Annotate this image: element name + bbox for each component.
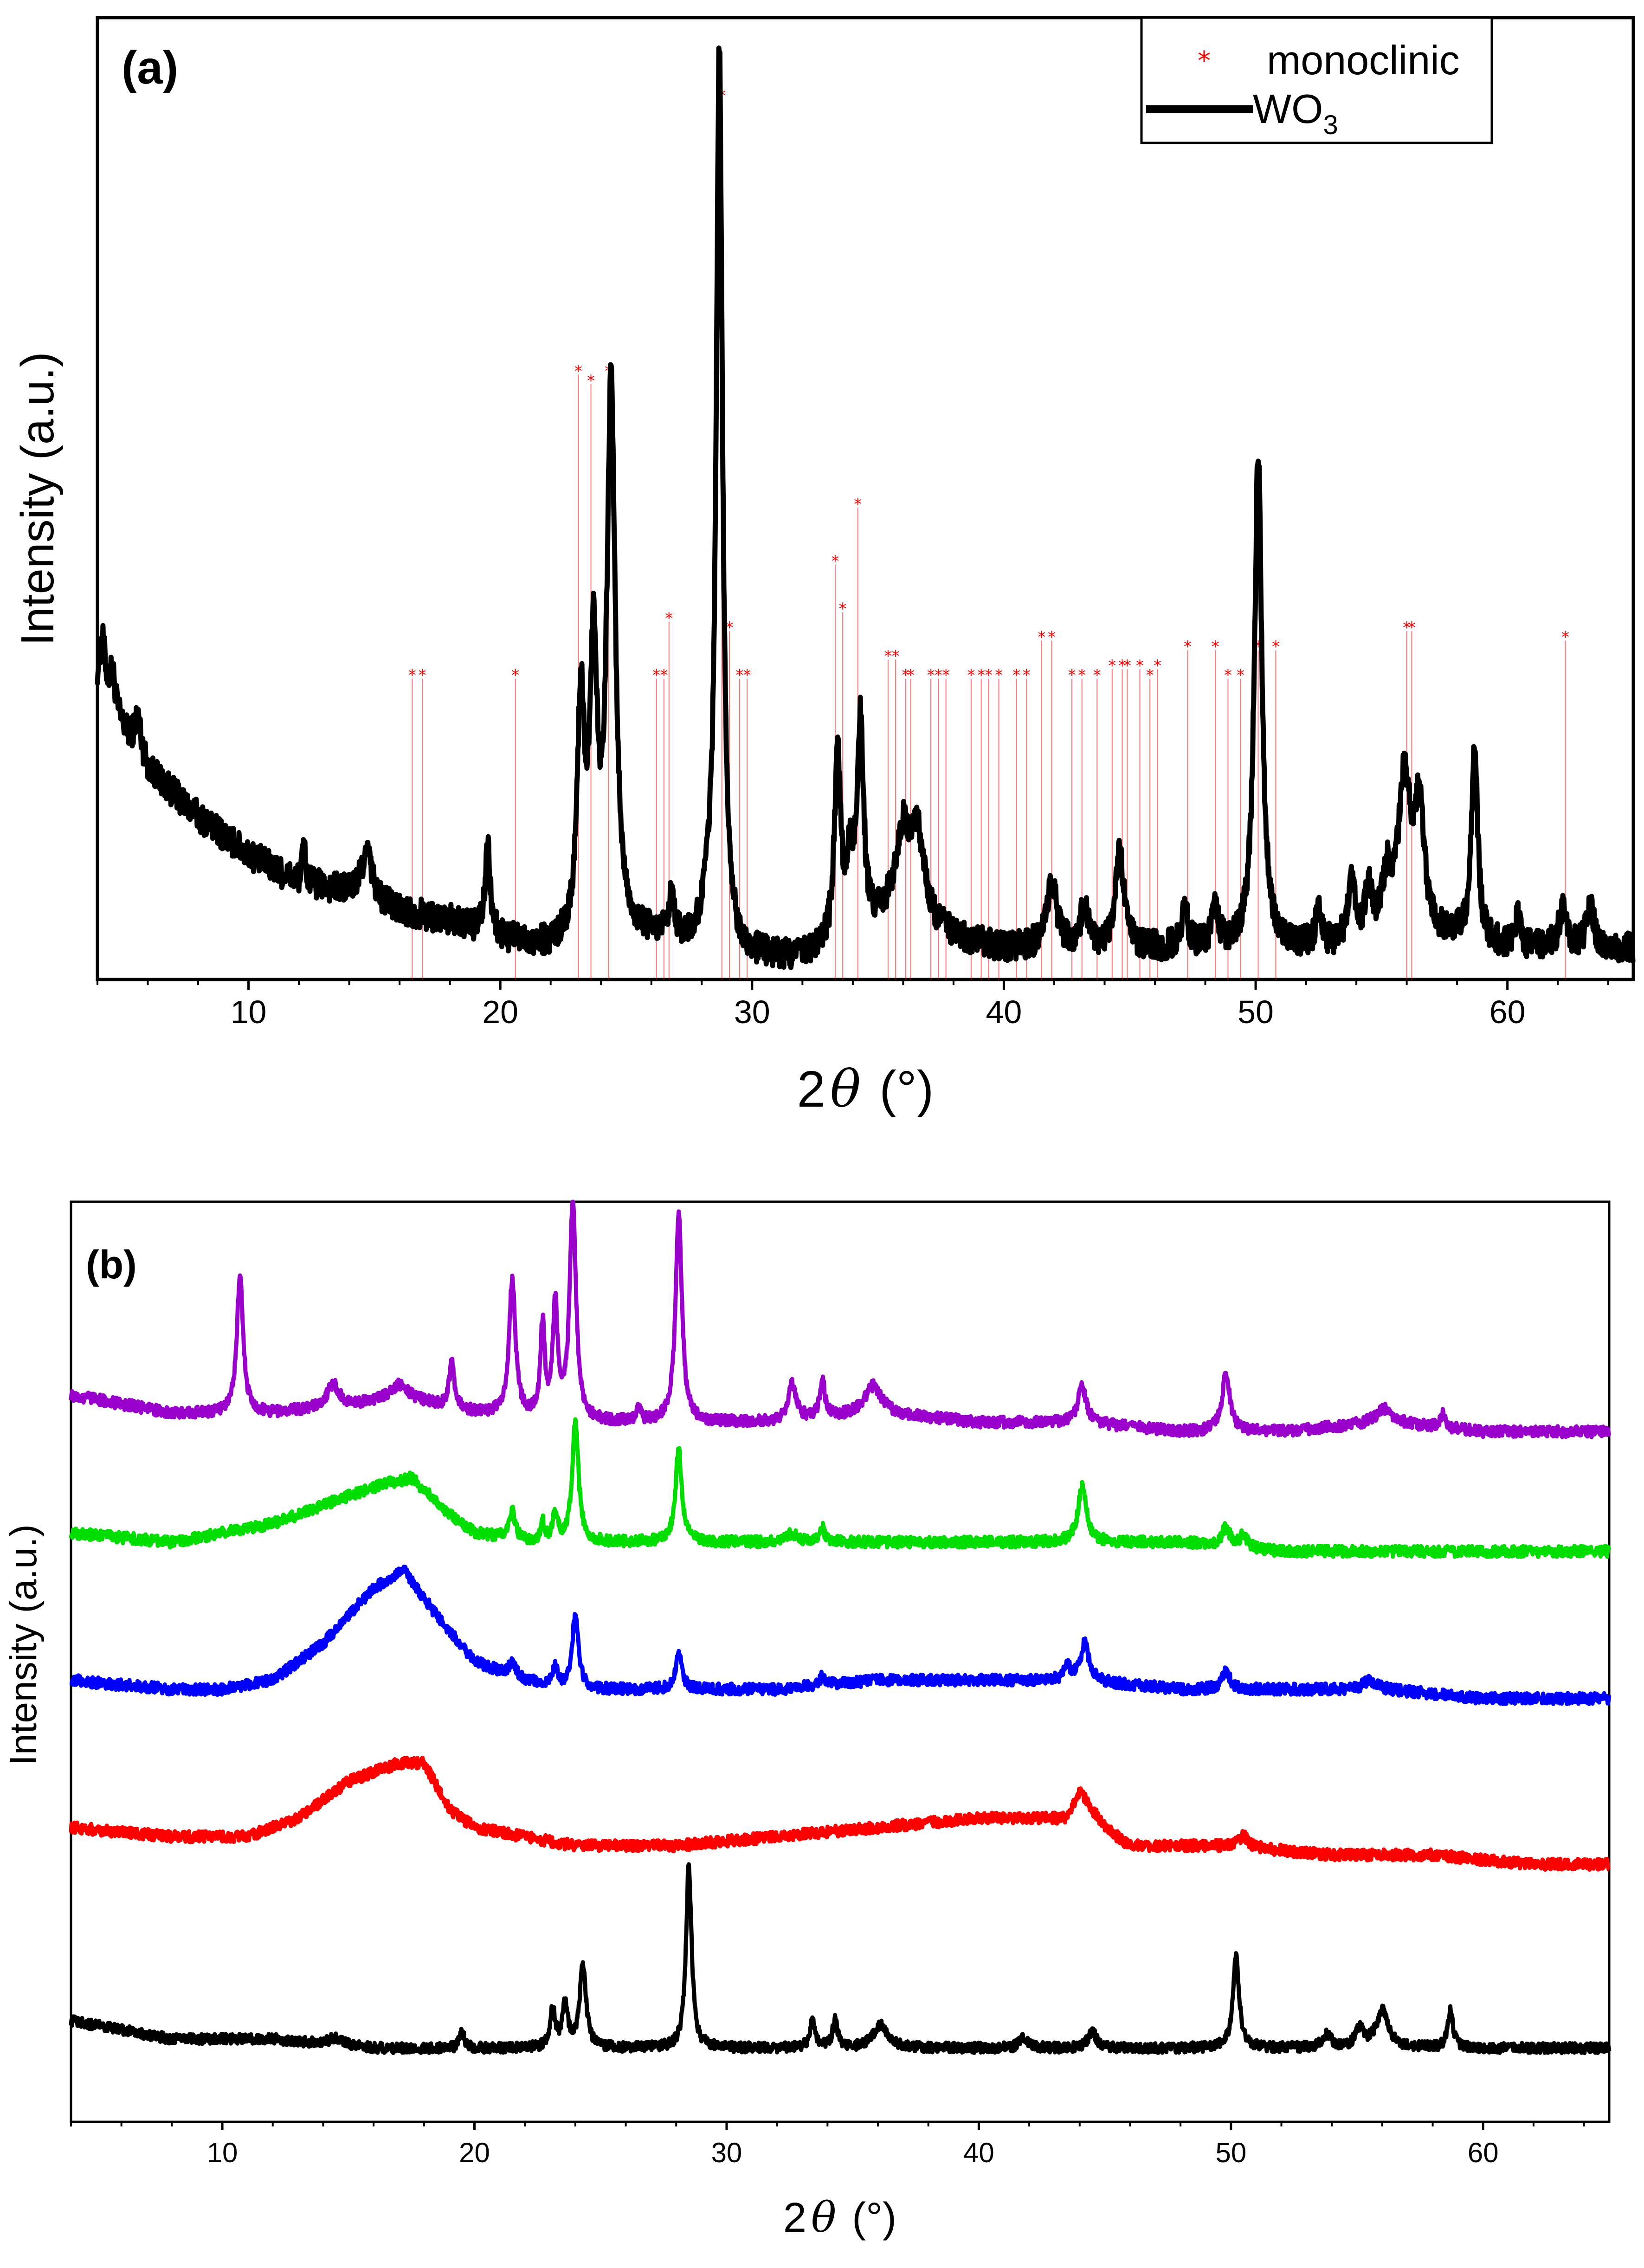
monoclinic-reference-marker: * <box>665 609 673 628</box>
monoclinic-reference-marker: * <box>743 666 751 685</box>
monoclinic-reference-marker: * <box>902 666 909 685</box>
series-WO3 <box>95 45 1636 970</box>
monoclinic-reference-marker: * <box>907 666 915 685</box>
series-black <box>69 1862 1612 2055</box>
x-tick-label: 20 <box>459 2137 490 2168</box>
monoclinic-reference-marker: * <box>1108 657 1116 675</box>
panel-b-series <box>69 1199 1612 2055</box>
x-tick-label: 10 <box>231 994 267 1030</box>
legend-monoclinic-marker: * <box>1198 46 1211 76</box>
panel-b-x-axis-label: 2 θ (°) <box>783 2193 896 2242</box>
monoclinic-reference-marker: * <box>1212 638 1219 656</box>
x-tick-label: 20 <box>482 994 518 1030</box>
monoclinic-reference-marker: * <box>1123 657 1131 675</box>
x-tick-label: 60 <box>1489 994 1526 1030</box>
monoclinic-reference-marker: * <box>1048 628 1056 647</box>
panel-b-x-symbol: θ <box>811 2193 836 2242</box>
monoclinic-reference-marker: * <box>1093 666 1101 685</box>
monoclinic-reference-marker: * <box>652 666 660 685</box>
monoclinic-reference-marker: * <box>1023 666 1031 685</box>
x-tick-label: 40 <box>963 2137 994 2168</box>
x-tick-label: 60 <box>1468 2137 1499 2168</box>
monoclinic-reference-marker: * <box>1146 666 1154 685</box>
monoclinic-reference-marker: * <box>1184 638 1192 656</box>
legend-monoclinic-label: monoclinic <box>1267 37 1460 83</box>
x-tick-label: 40 <box>986 994 1022 1030</box>
monoclinic-reference-marker: * <box>942 666 950 685</box>
panel-b-x-ticks: 10 20 30 40 50 60 <box>70 2122 1585 2168</box>
monoclinic-reference-marker: * <box>725 619 733 637</box>
series-purple <box>69 1199 1612 1439</box>
monoclinic-reference-marker: * <box>574 362 582 380</box>
panel-b-chart: 10 20 30 40 50 60 (b) Intensity (a.u.) 2 θ (°) <box>2 1199 1612 2242</box>
monoclinic-reference-marker: * <box>587 372 595 390</box>
monoclinic-reference-marker: * <box>408 666 416 685</box>
legend-wo3-label: WO3 <box>1253 86 1338 140</box>
monoclinic-reference-marker: * <box>892 647 900 666</box>
x-tick-label: 50 <box>1238 994 1274 1030</box>
panel-a-y-axis-label: Intensity (a.u.) <box>12 352 64 646</box>
panel-b-label: (b) <box>86 1243 137 1287</box>
monoclinic-reference-marker: * <box>735 666 743 685</box>
panel-a-legend: * monoclinic WO3 <box>1140 16 1493 144</box>
monoclinic-reference-marker: * <box>977 666 985 685</box>
monoclinic-reference-marker: * <box>1403 619 1411 637</box>
panel-b-x-prefix: 2 <box>783 2195 806 2241</box>
panel-a-x-symbol: θ <box>830 1059 861 1119</box>
monoclinic-reference-marker: * <box>1078 666 1086 685</box>
legend-wo3-main: WO <box>1253 86 1323 132</box>
monoclinic-reference-marker: * <box>660 666 668 685</box>
panel-a-series <box>95 45 1636 970</box>
monoclinic-reference-marker: * <box>927 666 935 685</box>
monoclinic-reference-marker: * <box>511 666 519 685</box>
legend-wo3-subscript: 3 <box>1323 110 1338 140</box>
panel-a-chart: * * ***** ***** ***** *** * * * * * * * * ** ** * ** ** ***… <box>12 16 1636 1119</box>
x-tick-label: 50 <box>1215 2137 1246 2168</box>
monoclinic-reference-marker: * <box>1237 666 1244 685</box>
series-red <box>69 1755 1611 1872</box>
monoclinic-reference-marker: * <box>1038 628 1045 647</box>
x-tick-label: 10 <box>207 2137 238 2168</box>
series-green <box>69 1417 1612 1559</box>
monoclinic-reference-marker: * <box>839 599 847 618</box>
panel-b-y-axis-label: Intensity (a.u.) <box>2 1524 45 1765</box>
panel-a-x-prefix: 2 <box>797 1061 825 1118</box>
series-blue <box>69 1565 1612 1706</box>
monoclinic-reference-marker: * <box>1068 666 1076 685</box>
monoclinic-reference-marker: * <box>985 666 993 685</box>
panel-a-label: (a) <box>122 42 178 94</box>
legend-box <box>1140 16 1493 144</box>
monoclinic-reference-marker: * <box>1136 657 1144 675</box>
monoclinic-reference-marker: * <box>1154 657 1161 675</box>
monoclinic-reference-marker: * <box>1561 628 1569 647</box>
monoclinic-reference-marker: * <box>1224 666 1232 685</box>
panel-a-x-unit: (°) <box>879 1061 934 1118</box>
monoclinic-reference-marker: * <box>884 647 892 666</box>
monoclinic-reference-marker: * <box>1408 619 1416 637</box>
monoclinic-reference-marker: * <box>831 552 839 571</box>
monoclinic-reference-marker: * <box>967 666 975 685</box>
panel-a-x-ticks: 10 20 30 40 50 60 <box>97 979 1609 1030</box>
panel-a-x-axis-label: 2θ (°) <box>797 1059 934 1119</box>
x-tick-label: 30 <box>711 2137 742 2168</box>
monoclinic-reference-marker: * <box>1272 638 1280 656</box>
panel-a-frame <box>96 16 1635 981</box>
monoclinic-reference-marker: * <box>854 495 862 514</box>
monoclinic-reference-marker: * <box>995 666 1003 685</box>
monoclinic-reference-marker: * <box>1012 666 1020 685</box>
x-tick-label: 30 <box>734 994 770 1030</box>
monoclinic-reference-marker: * <box>1118 657 1126 675</box>
panel-b-x-unit: (°) <box>852 2195 896 2241</box>
monoclinic-reference-marker: * <box>935 666 942 685</box>
panel-b-frame <box>70 1200 1611 2123</box>
monoclinic-reference-marker: * <box>418 666 426 685</box>
